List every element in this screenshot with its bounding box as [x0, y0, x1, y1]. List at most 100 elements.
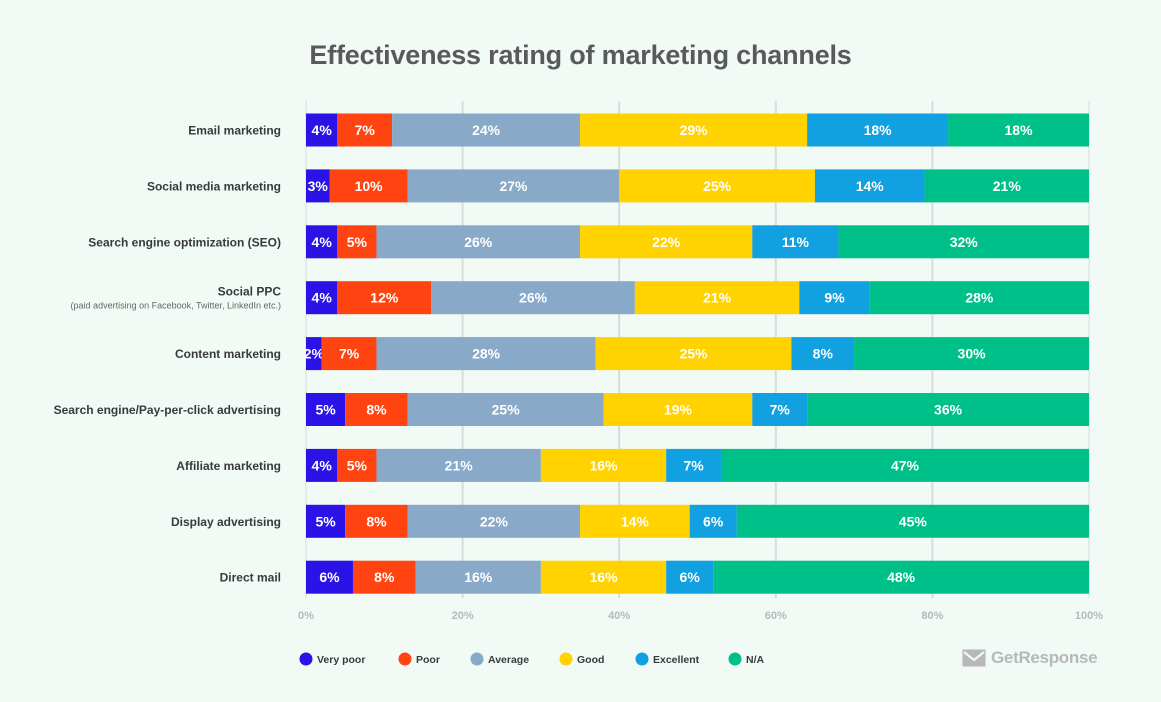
bar-segment: [791, 337, 855, 371]
bar-segment: [392, 113, 581, 147]
data-label: 7%: [339, 346, 360, 362]
brand-name: GetResponse: [991, 648, 1098, 667]
legend-label: Average: [488, 654, 529, 666]
bar-segment: [720, 448, 1089, 482]
data-label: 18%: [864, 122, 893, 138]
data-label: 4%: [312, 457, 333, 473]
data-label: 26%: [464, 234, 493, 250]
category-label: Social media marketing: [147, 179, 281, 193]
envelope-icon: [962, 649, 986, 667]
x-tick-label: 0%: [298, 610, 314, 622]
bar-segment: [799, 281, 870, 315]
data-label: 16%: [464, 569, 493, 585]
data-label: 21%: [445, 457, 474, 473]
bar-segment: [345, 393, 408, 426]
bar-segment: [321, 337, 377, 371]
bar-segment: [306, 504, 346, 538]
bar-segment: [948, 113, 1089, 147]
legend-label: Poor: [416, 654, 440, 666]
data-label: 22%: [652, 234, 681, 250]
bar-segment: [306, 225, 338, 259]
data-label: 27%: [499, 178, 528, 194]
bar-segment: [666, 448, 721, 482]
data-label: 28%: [472, 346, 501, 362]
x-tick-label: 60%: [765, 610, 787, 622]
bar-segment: [431, 281, 635, 315]
data-label: 9%: [824, 290, 845, 306]
bar-segment: [807, 393, 1089, 426]
data-label: 6%: [680, 569, 701, 585]
data-label: 16%: [590, 457, 619, 473]
data-label: 45%: [899, 513, 928, 529]
legend-swatch: [299, 652, 313, 666]
legend-swatch: [728, 652, 742, 666]
bar-segment: [595, 337, 792, 371]
bar-segment: [814, 169, 925, 203]
data-label: 5%: [347, 234, 368, 250]
bar-segment: [306, 113, 338, 147]
bar-segment: [838, 225, 1089, 259]
bar-segment: [337, 448, 377, 482]
data-label: 6%: [319, 569, 340, 585]
bar-segment: [306, 560, 353, 594]
data-label: 4%: [312, 290, 333, 306]
data-label: 10%: [355, 178, 384, 194]
category-label: Display advertising: [171, 515, 281, 529]
bar-segment: [580, 225, 753, 259]
data-label: 8%: [374, 569, 395, 585]
bar-segment: [376, 337, 596, 371]
bar-segment: [580, 113, 808, 147]
bar-segment: [540, 560, 667, 594]
bar-segment: [337, 225, 377, 259]
data-label: 25%: [492, 402, 521, 418]
data-label: 6%: [703, 513, 724, 529]
data-label: 14%: [621, 513, 650, 529]
data-label: 36%: [934, 402, 963, 418]
data-label: 29%: [680, 122, 709, 138]
bar-segment: [306, 337, 322, 371]
data-label: 8%: [366, 513, 387, 529]
data-label: 47%: [891, 457, 920, 473]
data-label: 8%: [366, 402, 387, 418]
bar-segment: [306, 281, 338, 315]
bar-segment: [306, 448, 338, 482]
data-label: 4%: [312, 234, 333, 250]
chart-title: Effectiveness rating of marketing channe…: [309, 40, 852, 70]
data-label: 7%: [683, 457, 704, 473]
x-tick-label: 20%: [452, 610, 474, 622]
category-label: Direct mail: [220, 571, 281, 585]
data-label: 3%: [308, 178, 329, 194]
bar-segment: [580, 504, 690, 538]
legend-label: Very poor: [317, 654, 365, 666]
bar-segment: [329, 169, 408, 203]
bar-segment: [666, 560, 714, 594]
category-label: Search engine/Pay-per-click advertising: [54, 403, 281, 417]
bar-segment: [807, 113, 949, 147]
category-label: Email marketing: [188, 124, 281, 138]
bar-segment: [736, 504, 1089, 538]
legend-swatch: [470, 652, 484, 666]
data-label: 25%: [703, 178, 732, 194]
data-label: 12%: [370, 290, 399, 306]
bar-segment: [603, 393, 753, 426]
bar-segment: [634, 281, 800, 315]
data-label: 8%: [813, 346, 834, 362]
bar-segment: [752, 225, 839, 259]
data-label: 21%: [703, 290, 732, 306]
category-label: Content marketing: [175, 347, 281, 361]
bar-segment: [540, 448, 667, 482]
bar-segment: [352, 560, 416, 594]
bar-segment: [345, 504, 408, 538]
data-label: 21%: [993, 178, 1022, 194]
bar-segment: [752, 393, 808, 426]
data-label: 24%: [472, 122, 501, 138]
data-label: 18%: [1005, 122, 1034, 138]
data-label: 5%: [347, 457, 368, 473]
data-label: 11%: [782, 234, 810, 250]
bar-segment: [407, 169, 620, 203]
category-label: Search engine optimization (SEO): [88, 235, 281, 249]
bar-segment: [854, 337, 1089, 371]
bar-segment: [713, 560, 1089, 594]
data-label: 32%: [950, 234, 979, 250]
data-label: 14%: [856, 178, 885, 194]
